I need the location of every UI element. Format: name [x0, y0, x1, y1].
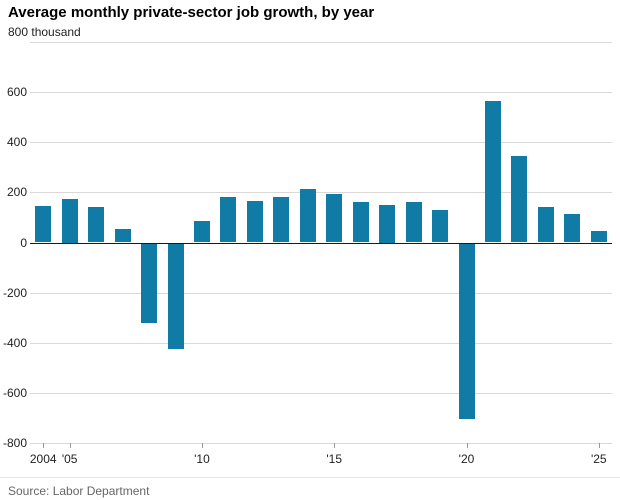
x-axis-tick	[598, 443, 600, 448]
gridline	[30, 42, 612, 43]
bar-2004	[35, 206, 52, 243]
gridline	[30, 292, 612, 294]
x-axis-tick	[43, 443, 45, 448]
x-axis-tick-label: '05	[61, 452, 78, 466]
bar-2014	[299, 188, 316, 243]
x-axis-tick-label: 2004	[29, 452, 57, 466]
bar-2023	[537, 207, 554, 243]
y-axis-tick-label: -200	[2, 285, 27, 300]
bar-2008	[141, 242, 158, 323]
x-axis-tick-label: '10	[194, 452, 210, 466]
bar-2005	[61, 198, 78, 243]
bar-2024	[564, 213, 581, 243]
y-axis-tick-label: 400	[6, 135, 27, 150]
zero-line	[30, 242, 612, 244]
source-note: Source: Labor Department	[8, 484, 150, 498]
bar-2025	[590, 231, 607, 243]
bar-2020	[458, 242, 475, 420]
gridline	[30, 443, 612, 444]
x-axis-tick	[334, 443, 336, 448]
x-axis-tick	[201, 443, 203, 448]
gridline	[30, 192, 612, 194]
gridline	[30, 142, 612, 144]
gridline	[30, 392, 612, 394]
y-axis-tick-label: 200	[6, 185, 27, 200]
chart-title: Average monthly private-sector job growt…	[8, 4, 375, 21]
bar-2011	[220, 197, 237, 243]
x-axis-tick-label: '20	[458, 452, 475, 466]
x-axis-tick-label: '15	[326, 452, 343, 466]
bar-2022	[511, 156, 528, 243]
bar-2015	[326, 193, 343, 243]
bar-2019	[432, 209, 449, 243]
gridline	[30, 342, 612, 344]
bar-2021	[484, 100, 501, 243]
x-axis-tick	[69, 443, 71, 448]
bar-2007	[114, 228, 131, 243]
y-axis-tick-label: -400	[2, 335, 27, 350]
footer-divider	[0, 477, 620, 478]
y-axis-tick-label: -600	[2, 385, 27, 400]
bar-2017	[379, 204, 396, 243]
x-axis-tick-label: '25	[590, 452, 607, 466]
x-axis-tick	[466, 443, 468, 448]
bar-2018	[405, 202, 422, 243]
gridline	[30, 92, 612, 94]
bar-2006	[88, 207, 105, 243]
bar-2009	[167, 242, 184, 350]
y-axis-tick-label: 600	[6, 85, 27, 100]
bar-2013	[273, 197, 290, 243]
y-axis-unit-label: 800 thousand	[8, 25, 81, 39]
y-axis-tick-label: 0	[20, 235, 27, 250]
y-axis-tick-label: -800	[2, 436, 27, 450]
bar-2010	[193, 221, 210, 243]
bar-2012	[246, 201, 263, 243]
bar-2016	[352, 202, 369, 243]
